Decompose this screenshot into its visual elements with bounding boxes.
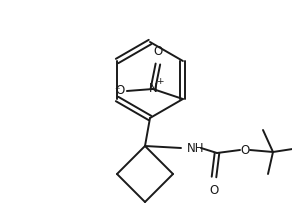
Text: ⁻: ⁻ [114, 86, 120, 96]
Text: O: O [240, 143, 250, 157]
Text: O: O [153, 45, 163, 58]
Text: +: + [156, 78, 164, 87]
Text: O: O [209, 184, 219, 197]
Text: O: O [116, 85, 125, 97]
Text: NH: NH [187, 142, 204, 155]
Text: N: N [149, 83, 157, 95]
